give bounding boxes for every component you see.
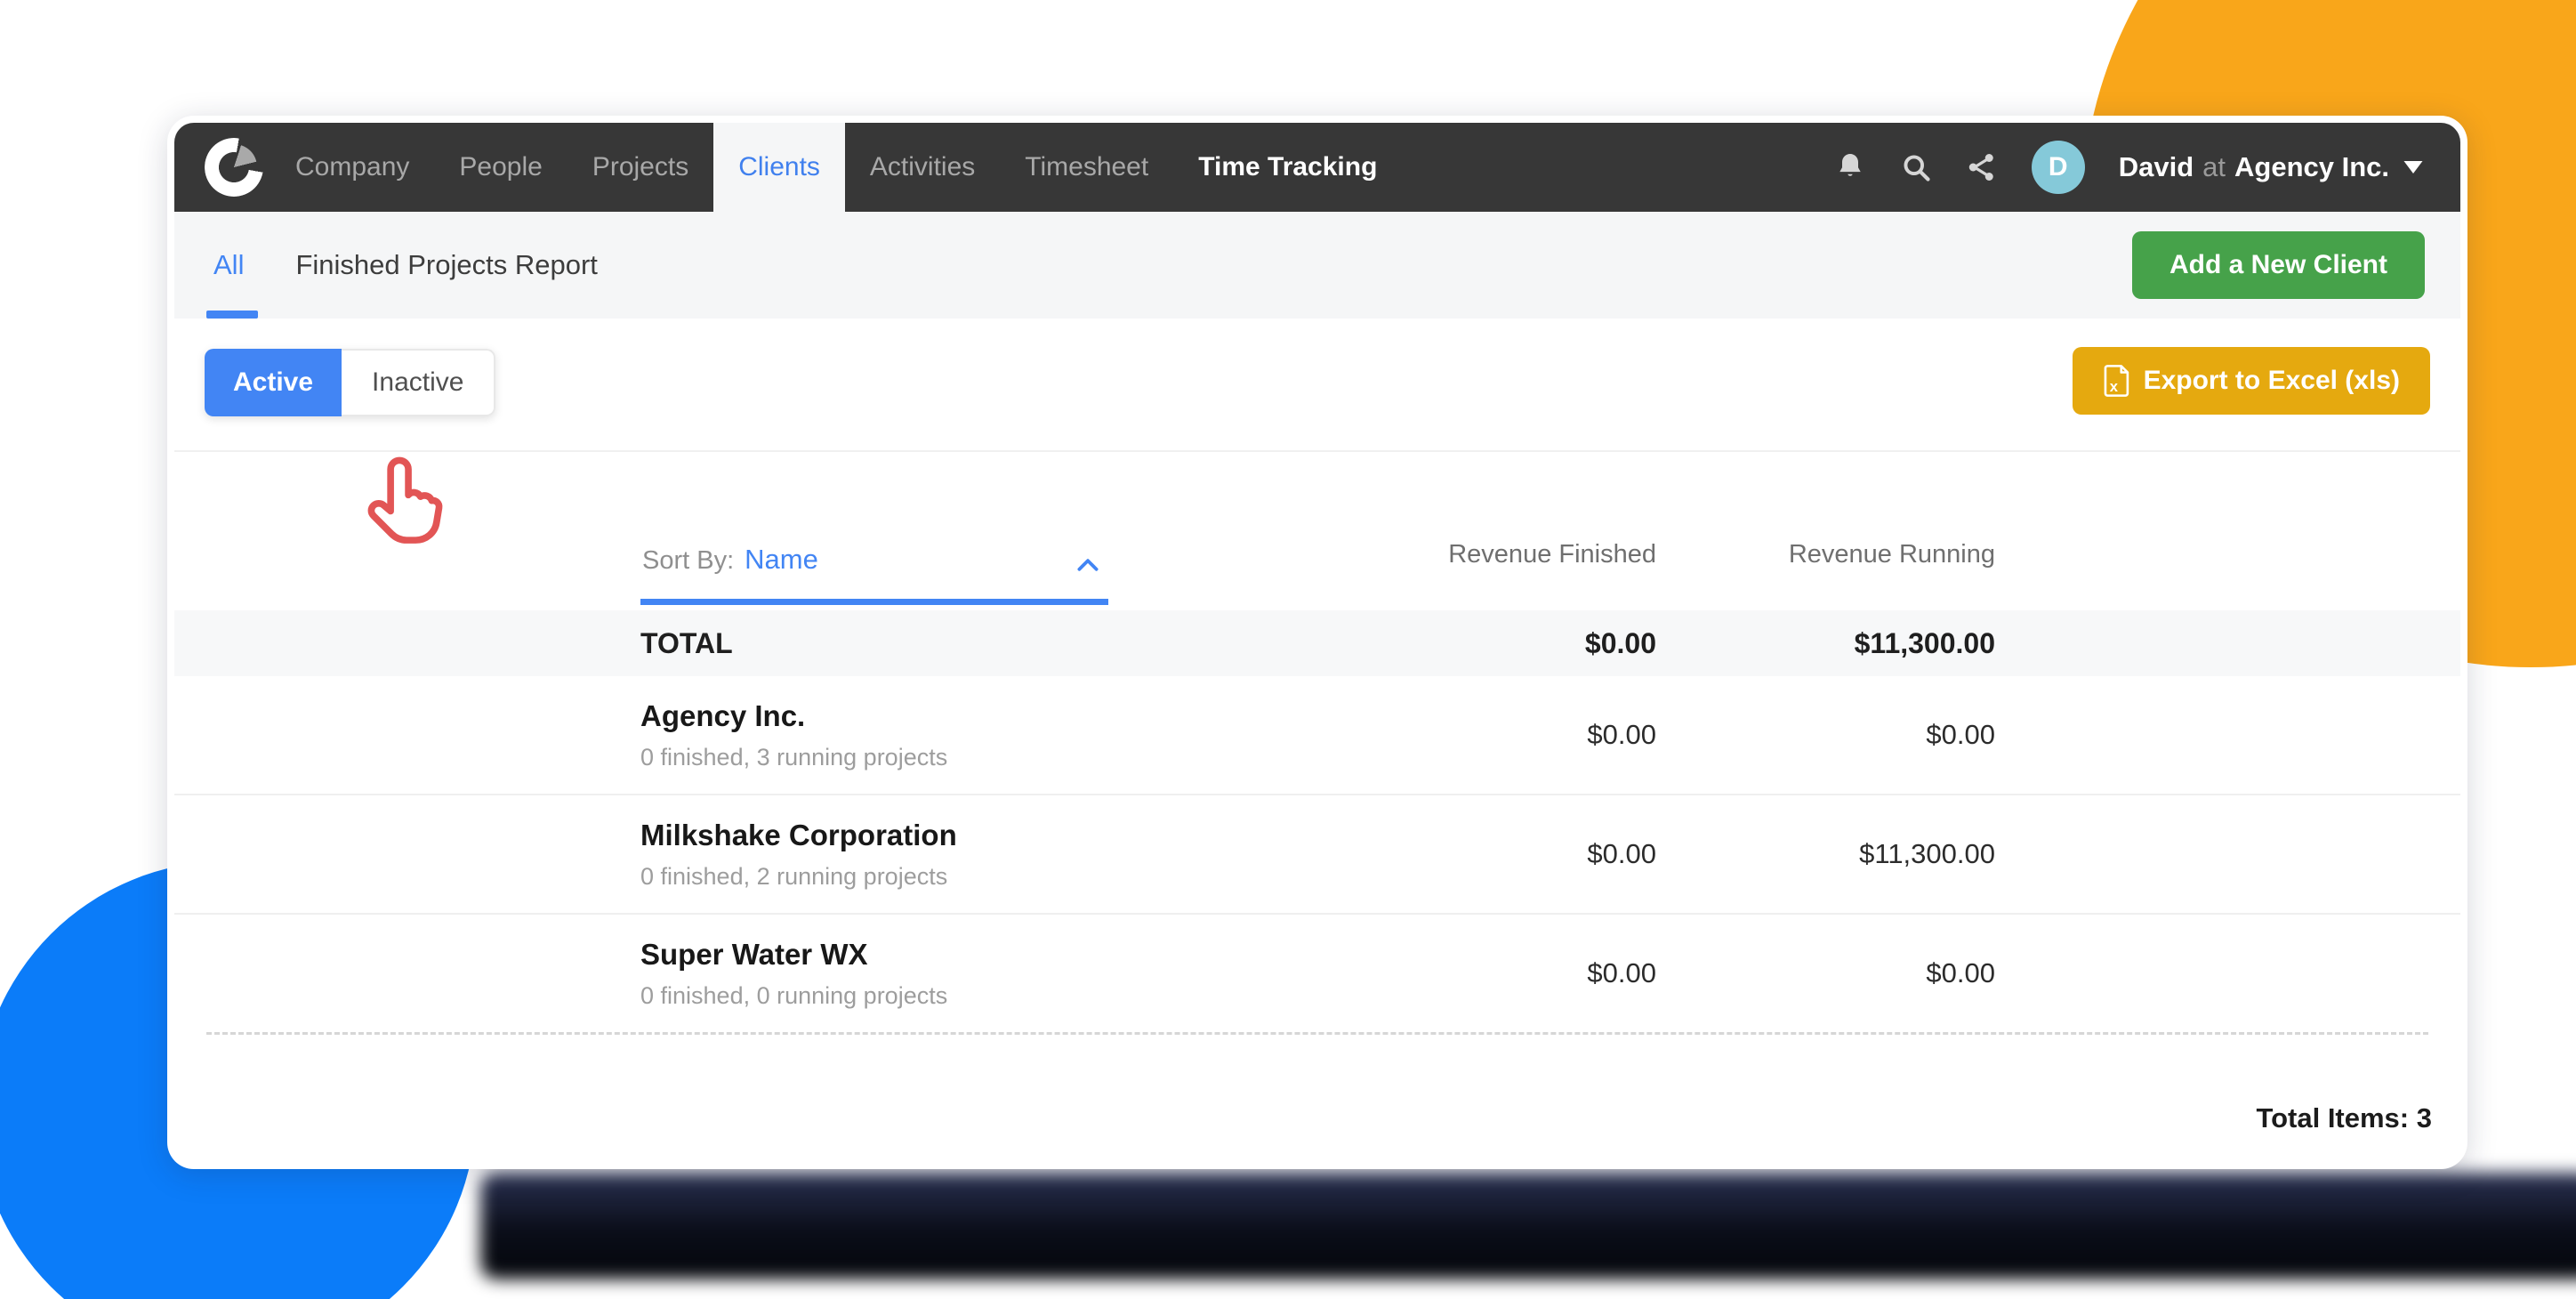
client-name: Agency Inc. — [640, 698, 806, 732]
export-excel-button[interactable]: x Export to Excel (xls) — [2072, 347, 2430, 415]
user-menu[interactable]: David at Agency Inc. — [2119, 151, 2423, 183]
client-row[interactable]: Milkshake Corporation 0 finished, 2 runni… — [174, 795, 2460, 915]
user-avatar[interactable]: D — [2031, 141, 2085, 194]
client-rows: Agency Inc. 0 finished, 3 running project… — [174, 676, 2460, 1032]
subnav-tab-all[interactable]: All — [206, 212, 258, 319]
client-revenue-finished: $0.00 — [1587, 957, 1656, 988]
client-name: Milkshake Corporation — [640, 818, 957, 851]
nav-items: Company People Projects Clients Activities Ti… — [270, 123, 1402, 212]
svg-text:x: x — [2109, 378, 2118, 395]
nav-item-projects[interactable]: Projects — [592, 152, 689, 182]
nav-item-time-tracking[interactable]: Time Tracking — [1198, 152, 1378, 182]
hand-cursor-icon — [367, 456, 443, 544]
subnav: All Finished Projects Report Add a New C… — [174, 212, 2460, 319]
total-revenue-running: $11,300.00 — [1854, 626, 1995, 659]
table-footer: Total Items: 3 — [174, 1102, 2460, 1134]
subnav-tab-all-label: All — [213, 249, 245, 280]
nav-item-clients[interactable]: Clients — [713, 123, 845, 212]
user-name: David — [2118, 151, 2194, 182]
total-items-label: Total Items: — [2256, 1102, 2410, 1134]
nav-item-timesheet[interactable]: Timesheet — [1025, 152, 1149, 182]
share-icon[interactable] — [1966, 151, 1998, 183]
excel-file-icon: x — [2104, 365, 2129, 397]
app-logo[interactable] — [205, 138, 263, 197]
total-row: TOTAL $0.00 $11,300.00 — [174, 610, 2460, 676]
logo-wedge — [211, 144, 257, 190]
user-at-label: at — [2202, 151, 2226, 182]
column-header-revenue-finished[interactable]: Revenue Finished — [1448, 540, 1656, 569]
client-row[interactable]: Super Water WX 0 finished, 0 running proj… — [174, 915, 2460, 1032]
filter-toolbar: Active Inactive x Export to Excel (xls) — [174, 319, 2460, 452]
top-navbar: Company People Projects Clients Activities Ti… — [174, 123, 2460, 212]
sort-by-label: Sort By: — [642, 546, 735, 575]
toggle-active-button[interactable]: Active — [205, 349, 342, 416]
client-projects-summary: 0 finished, 0 running projects — [640, 981, 948, 1009]
client-name: Super Water WX — [640, 937, 868, 971]
client-revenue-running: $0.00 — [1926, 719, 1995, 750]
export-excel-label: Export to Excel (xls) — [2143, 366, 2400, 395]
nav-item-company[interactable]: Company — [295, 152, 410, 182]
total-label: TOTAL — [640, 626, 733, 659]
chevron-up-icon — [1077, 559, 1099, 571]
sort-by-value: Name — [745, 544, 818, 575]
client-projects-summary: 0 finished, 3 running projects — [640, 743, 948, 771]
dashed-divider — [206, 1032, 2428, 1035]
client-revenue-finished: $0.00 — [1587, 838, 1656, 869]
add-new-client-button[interactable]: Add a New Client — [2131, 231, 2425, 299]
client-revenue-running: $0.00 — [1926, 957, 1995, 988]
search-icon[interactable] — [1900, 151, 1932, 183]
column-header-revenue-running[interactable]: Revenue Running — [1788, 540, 1995, 569]
active-inactive-toggle: Active Inactive — [205, 349, 496, 416]
client-revenue-finished: $0.00 — [1587, 719, 1656, 750]
total-items-count: 3 — [2416, 1102, 2432, 1134]
client-projects-summary: 0 finished, 2 running projects — [640, 862, 948, 890]
nav-item-activities[interactable]: Activities — [869, 152, 976, 182]
client-row[interactable]: Agency Inc. 0 finished, 3 running project… — [174, 676, 2460, 795]
subnav-tab-finished-projects-report[interactable]: Finished Projects Report — [295, 249, 598, 280]
active-tab-underline — [206, 311, 258, 319]
notifications-bell-icon[interactable] — [1834, 151, 1866, 183]
table-header-row: Sort By: Name Revenue Finished Revenue R… — [174, 452, 2460, 610]
app-window: Company People Projects Clients Activities Ti… — [167, 116, 2467, 1169]
decor-card-shadow — [480, 1173, 2576, 1279]
navbar-right: D David at Agency Inc. — [1834, 123, 2460, 212]
client-revenue-running: $11,300.00 — [1859, 838, 1995, 869]
chevron-down-icon — [2403, 161, 2423, 173]
nav-item-people[interactable]: People — [459, 152, 543, 182]
total-revenue-finished: $0.00 — [1584, 626, 1656, 659]
sort-by-dropdown[interactable]: Sort By: Name — [640, 544, 1108, 605]
clients-report-content: Active Inactive x Export to Excel (xls) — [174, 319, 2460, 1134]
user-company: Agency Inc. — [2234, 151, 2389, 182]
toggle-inactive-button[interactable]: Inactive — [342, 349, 496, 416]
